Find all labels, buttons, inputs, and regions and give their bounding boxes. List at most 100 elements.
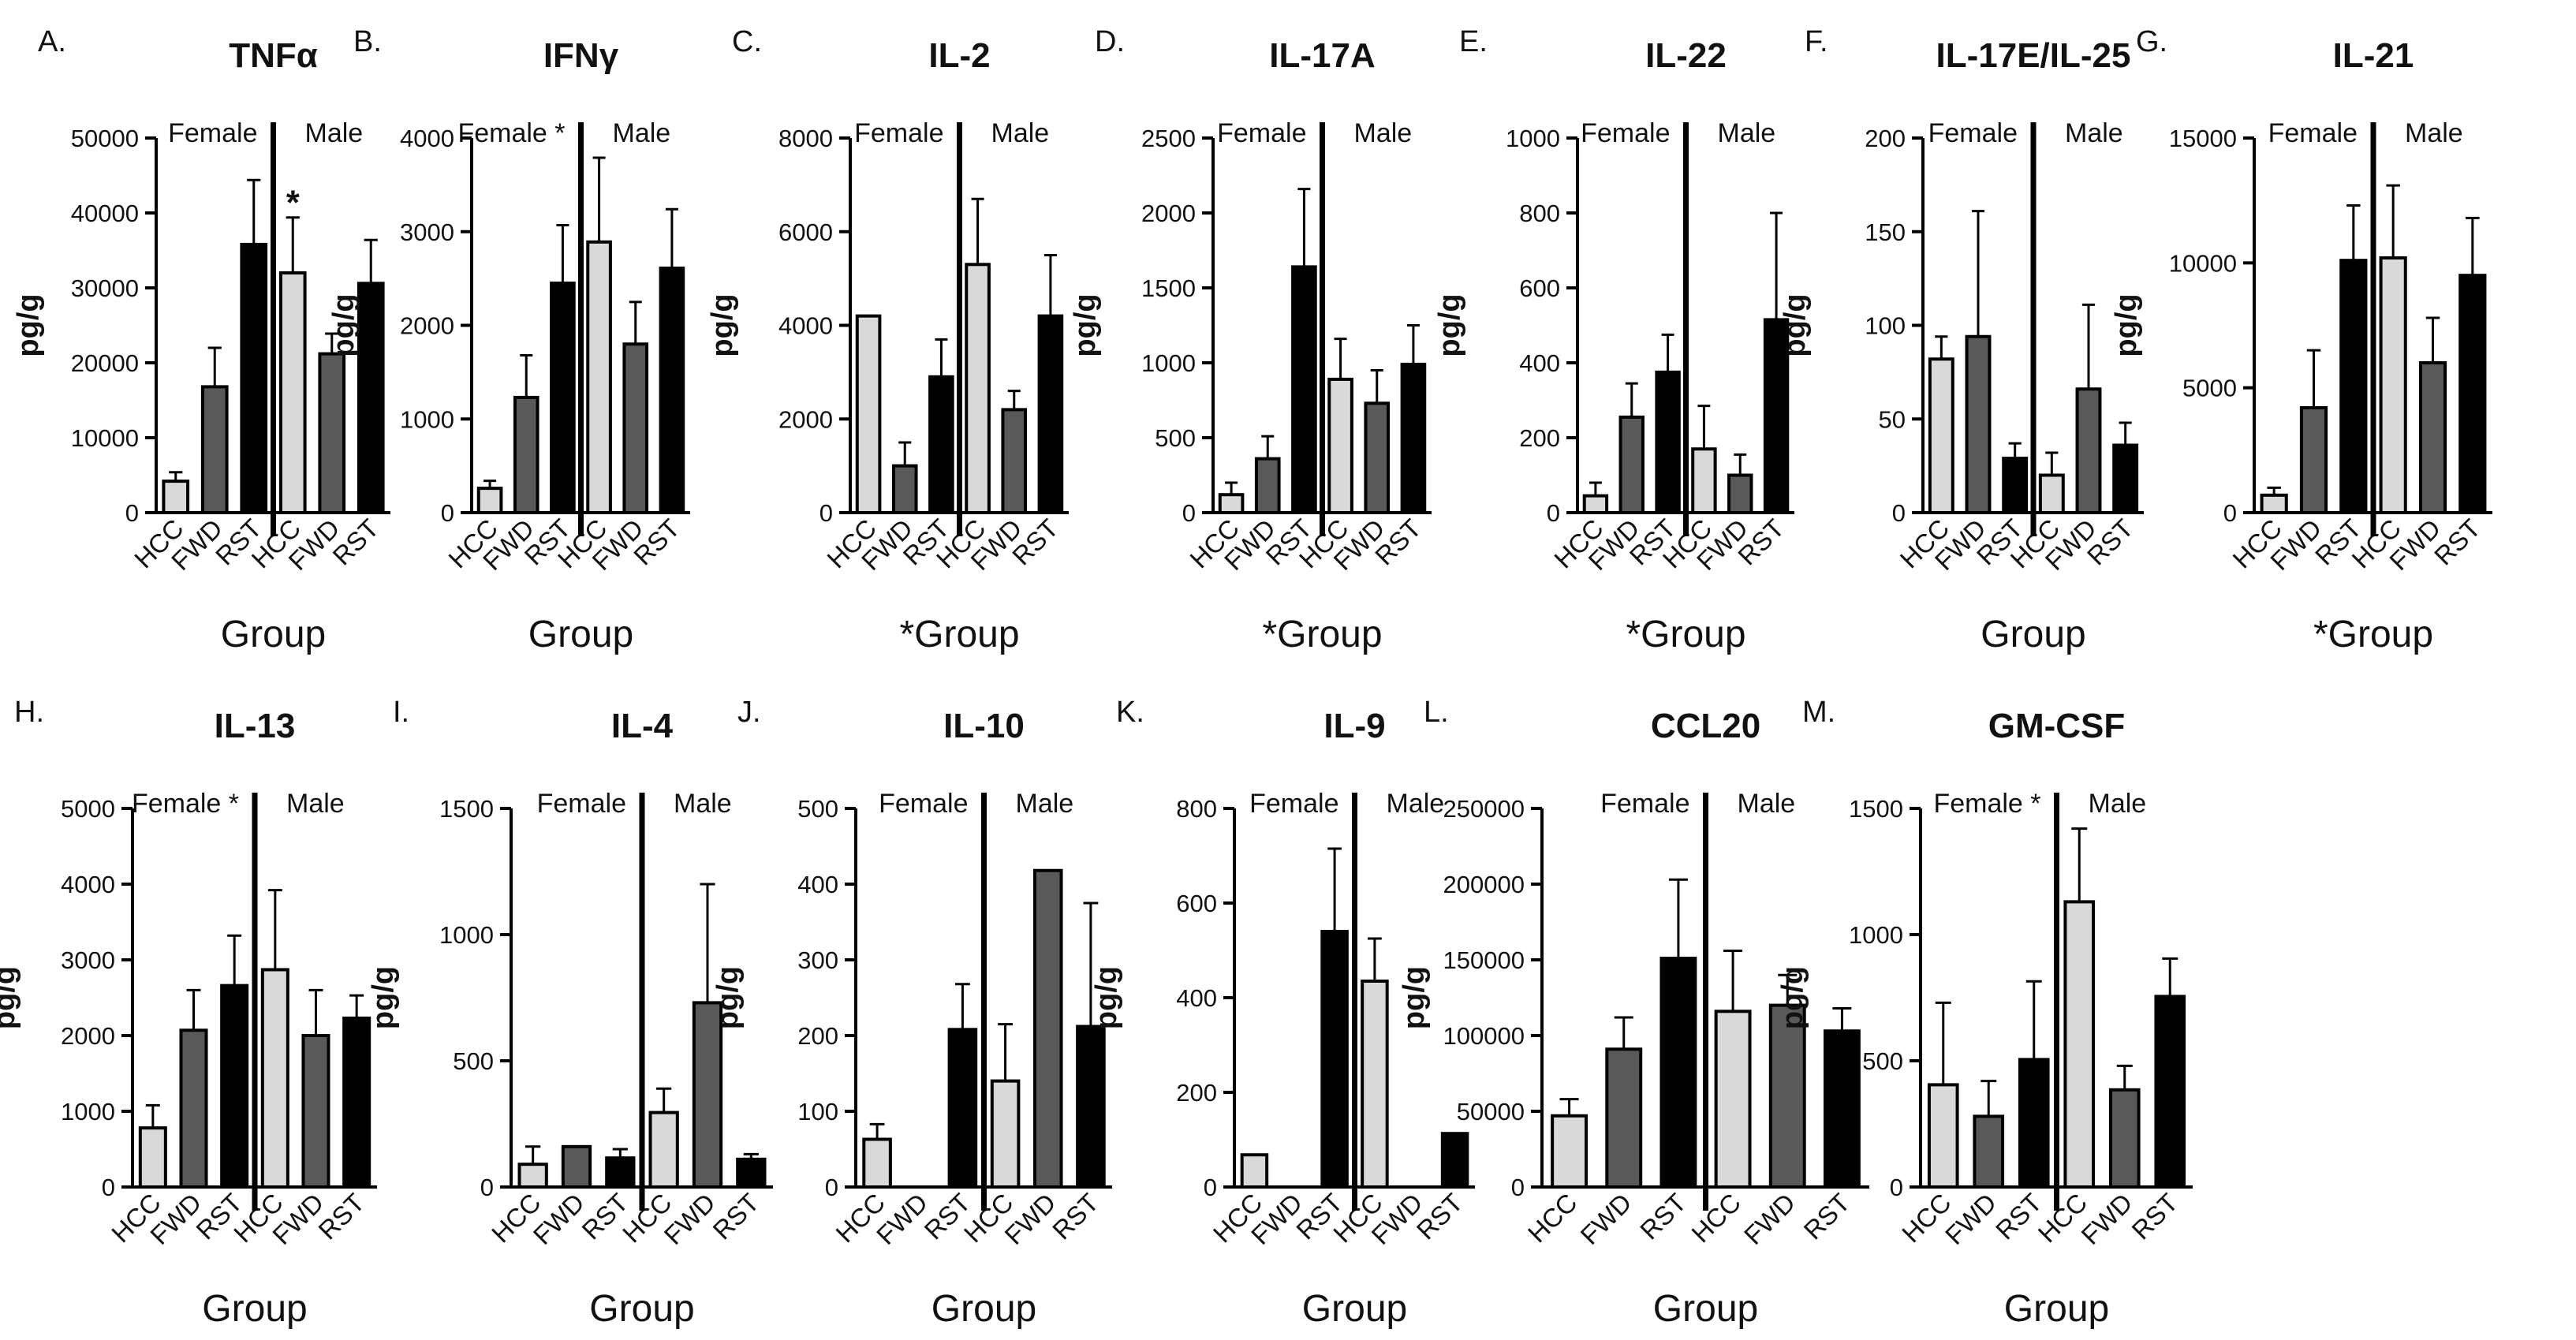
bar-hcc [476,487,503,514]
y-tick-label: 6000 [778,218,833,246]
male-label: Male [1016,789,1074,819]
female-label: Female [1928,118,2018,148]
y-tick-label: 300 [797,946,838,974]
y-tick-label: 100 [1865,312,1906,340]
male-label: Male [674,789,732,819]
y-tick-label: 500 [1155,424,1196,452]
bar-rst [220,984,249,1189]
y-axis-label: pg/g [1433,293,1466,356]
panel-title: IL-17E/IL-25 [1936,36,2131,75]
bar-rst [1076,1025,1106,1189]
y-tick-label: 1500 [439,795,494,823]
female-label: Female [168,118,257,148]
male-label: Male [286,789,345,819]
y-tick-label: 5000 [2182,375,2237,402]
y-tick-label: 200 [1865,125,1906,152]
male-label: Male [991,118,1050,148]
y-tick-label: 3000 [400,218,454,246]
y-axis-label: pg/g [706,293,739,356]
y-tick-label: 0 [480,1174,494,1201]
x-axis-label: Group [1302,1288,1407,1330]
bar-rst [928,375,954,514]
bar-fwd [2108,1088,2141,1189]
bar-fwd [2418,361,2447,514]
y-axis-label: pg/g [711,966,745,1029]
bar-rst [736,1157,767,1189]
panel-title: IL-4 [611,707,674,745]
y-tick-label: 0 [1892,499,1906,527]
y-tick-label: 10000 [71,424,139,452]
female-label: Female [1581,118,1670,148]
x-tick-label: RST [312,1188,370,1245]
y-tick-label: 100000 [1443,1022,1525,1050]
bar-rst [1320,930,1349,1189]
y-axis-label: pg/g [1779,293,1812,356]
y-tick-label: 10000 [2169,249,2237,277]
bar-fwd [1965,334,1992,514]
male-label: Male [2089,789,2147,819]
female-label: Female * [1933,789,2040,819]
bar-fwd [2299,406,2328,514]
x-tick-label: FWD [1738,1188,1801,1250]
y-tick-label: 0 [1890,1174,1903,1201]
bar-fwd [561,1144,592,1189]
x-axis-label: Group [221,614,326,655]
y-axis-label: pg/g [367,966,400,1029]
bar-rst [240,242,268,514]
x-tick-label: HCC [1896,1188,1957,1249]
bar-rst [2002,457,2029,514]
x-tick-label: RST [1411,1188,1469,1245]
y-tick-label: 2000 [778,405,833,433]
x-tick-label: RST [1990,1188,2048,1245]
panel-j: J. IL-100100200300400500pg/gHCCFWDRSTHCCF… [711,696,1112,1330]
bar-fwd [692,1001,723,1189]
bar-rst [2154,995,2186,1189]
bar-rst [1659,957,1697,1189]
y-tick-label: 0 [1547,499,1560,527]
bar-fwd [1605,1047,1643,1189]
bar-rst [1037,314,1064,514]
bar-fwd [200,385,229,514]
y-tick-label: 1000 [1506,125,1560,152]
x-tick-label: FWD [2075,1188,2137,1250]
y-tick-label: 2000 [61,1022,115,1050]
x-tick-label: HCC [1522,1188,1583,1249]
y-tick-label: 2000 [400,312,454,340]
panel-letter: A. [38,25,66,58]
bar-rst [947,1028,978,1189]
y-tick-label: 50000 [1457,1098,1525,1125]
bar-hcc [1714,1010,1752,1189]
bar-rst [605,1156,636,1189]
bar-hcc [162,480,190,514]
x-tick-label: RST [1634,1188,1692,1245]
bar-fwd [301,1034,330,1189]
panel-title: IL-21 [2333,36,2414,75]
x-tick-label: HCC [2032,1188,2093,1249]
bar-hcc [260,968,289,1189]
y-tick-label: 1500 [1849,795,1903,823]
y-tick-label: 30000 [71,274,139,302]
y-tick-label: 400 [1519,349,1560,377]
panel-title: IL-10 [943,707,1025,745]
panel-title: IL-22 [1645,36,1727,75]
bar-fwd [318,352,346,514]
male-label: Male [1354,118,1413,148]
y-axis-label: pg/g [1776,966,1809,1029]
bar-fwd [1618,415,1645,514]
panel-k: K. IL-90200400600800pg/gHCCFWDRSTHCCFWDRS… [1090,696,1475,1330]
bar-fwd [513,395,539,514]
y-axis-label: pg/g [1090,966,1123,1029]
bar-hcc [862,1137,892,1189]
bar-rst [2339,259,2368,514]
bar-fwd [1032,868,1063,1189]
y-tick-label: 200000 [1443,871,1525,898]
bar-hcc [855,314,882,514]
bar-rst [1440,1132,1469,1189]
y-tick-label: 800 [1176,795,1217,823]
bar-rst [1763,318,1790,514]
bar-rst [2018,1058,2050,1189]
panel-letter: H. [14,696,44,729]
y-axis-label: pg/g [12,293,45,356]
y-tick-label: 0 [1182,499,1196,527]
bar-hcc [1240,1153,1269,1189]
